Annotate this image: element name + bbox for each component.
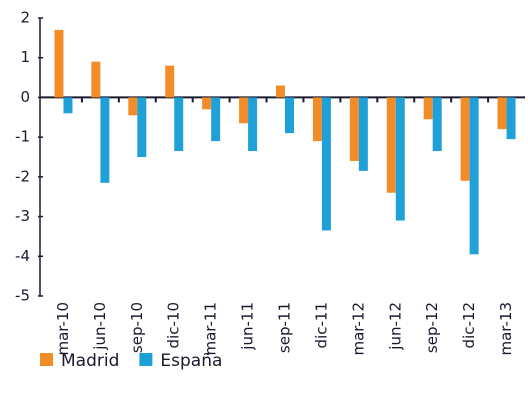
bar — [100, 97, 110, 183]
bar — [276, 85, 285, 98]
legend-label: Madrid — [61, 351, 119, 371]
x-tick-label: jun-10 — [91, 302, 109, 351]
x-tick-label: sep-10 — [128, 302, 146, 353]
bar — [506, 97, 516, 140]
bar — [248, 97, 258, 152]
y-tick-label: 1 — [20, 48, 30, 66]
bar — [497, 97, 507, 130]
legend-label: España — [160, 351, 222, 371]
bar — [211, 97, 221, 142]
y-tick-label: -2 — [15, 167, 30, 185]
bar — [358, 97, 368, 171]
bar — [63, 97, 73, 114]
bar — [165, 65, 175, 98]
bar — [239, 97, 249, 124]
x-tick-label: dic-10 — [165, 302, 183, 348]
bar — [423, 97, 433, 120]
x-tick-label: sep-11 — [276, 302, 294, 353]
y-tick-label: -4 — [15, 247, 30, 265]
bar — [432, 97, 442, 152]
y-tick-label: 0 — [20, 88, 30, 106]
x-tick-label: jun-12 — [386, 302, 404, 351]
x-tick-label: sep-12 — [423, 302, 441, 353]
x-tick-label: jun-11 — [239, 302, 257, 351]
bar — [285, 97, 294, 134]
bar — [137, 97, 147, 157]
bar — [202, 97, 212, 110]
bar — [395, 97, 405, 221]
x-tick-label: mar-10 — [54, 302, 72, 356]
bar — [349, 97, 359, 161]
x-tick-label: mar-11 — [202, 302, 220, 356]
bar — [54, 29, 64, 98]
x-tick-label: dic-11 — [312, 302, 330, 348]
y-tick-label: 2 — [20, 9, 30, 27]
legend-swatch — [139, 353, 153, 366]
bar — [460, 97, 470, 181]
bar — [128, 97, 138, 116]
bar — [386, 97, 396, 193]
y-tick-label: -1 — [15, 128, 30, 146]
bar — [91, 61, 101, 98]
bar — [469, 97, 479, 255]
y-tick-label: -5 — [15, 287, 30, 305]
bar — [312, 97, 322, 142]
x-tick-label: mar-13 — [497, 302, 515, 356]
x-tick-label: mar-12 — [349, 302, 367, 356]
bar — [174, 97, 184, 152]
bar — [321, 97, 331, 231]
y-tick-label: -3 — [15, 207, 30, 225]
legend-swatch — [40, 353, 53, 366]
x-tick-label: dic-12 — [460, 302, 478, 348]
